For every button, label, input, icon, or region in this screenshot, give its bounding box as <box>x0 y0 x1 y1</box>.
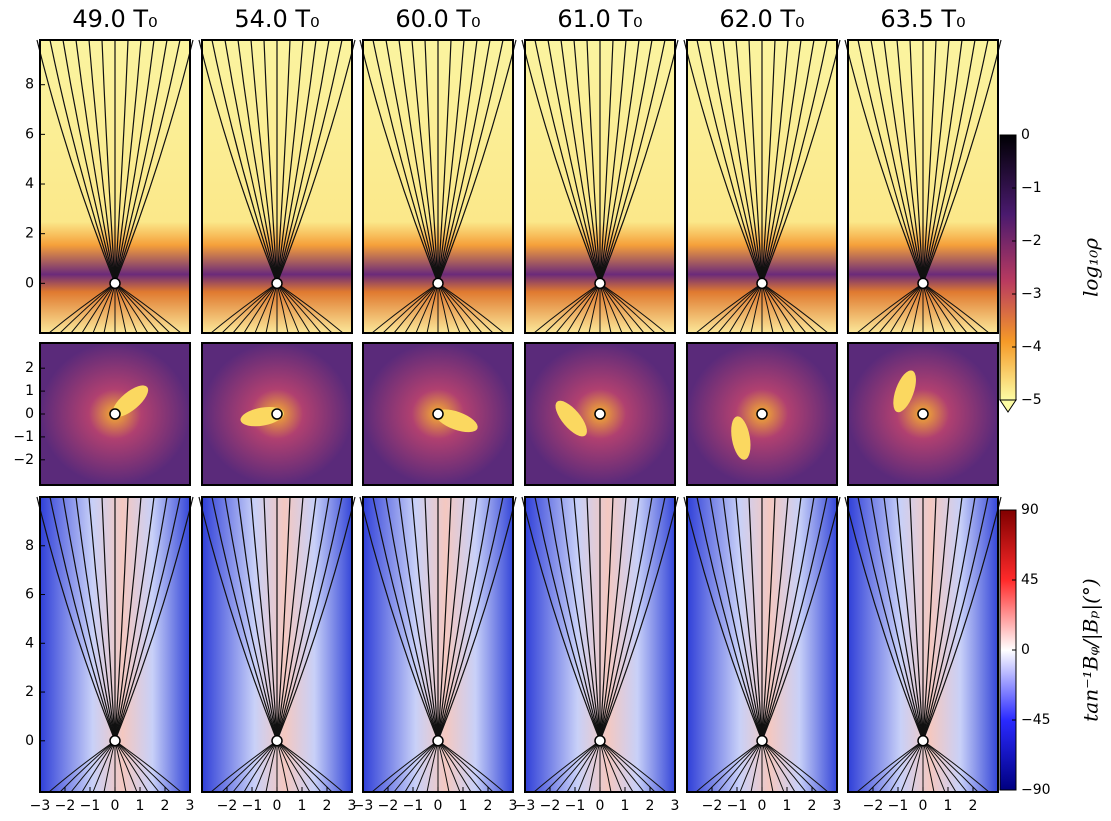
x-tick-label: 3 <box>186 798 195 814</box>
central-object <box>595 736 605 746</box>
column-title: 61.0 T₀ <box>557 5 642 33</box>
y-tick-label: −2 <box>13 452 34 468</box>
central-object <box>110 278 120 288</box>
x-tick-label: 1 <box>298 798 307 814</box>
x-tick-label: −3 <box>353 798 374 814</box>
x-tick-label: −2 <box>217 798 238 814</box>
x-tick-label: 0 <box>919 798 928 814</box>
x-tick-label: −2 <box>55 798 76 814</box>
y-tick-label: 0 <box>25 733 34 749</box>
x-tick-label: 3 <box>671 798 680 814</box>
x-tick-label: 0 <box>758 798 767 814</box>
x-tick-label: 0 <box>111 798 120 814</box>
colorbar-tick-label: 90 <box>1021 502 1039 518</box>
central-object <box>757 736 767 746</box>
x-tick-label: 2 <box>484 798 493 814</box>
x-tick-label: −3 <box>515 798 536 814</box>
colorbar-tick-label: 0 <box>1021 127 1030 143</box>
colorbar-tick-label: −90 <box>1021 782 1051 798</box>
y-tick-label: 0 <box>25 275 34 291</box>
figure: 49.0 T₀02468−2−101202468−3−2−1012354.0 T… <box>0 0 1111 821</box>
x-tick-label: 1 <box>136 798 145 814</box>
column-title: 60.0 T₀ <box>395 5 480 33</box>
x-tick-label: 0 <box>596 798 605 814</box>
x-tick-label: 1 <box>783 798 792 814</box>
x-tick-label: 2 <box>323 798 332 814</box>
colorbar-tick-label: 45 <box>1021 572 1039 588</box>
colorbar-tick-label: −1 <box>1021 180 1042 196</box>
x-tick-label: −2 <box>540 798 561 814</box>
central-object <box>272 409 282 419</box>
x-tick-label: 2 <box>161 798 170 814</box>
x-tick-label: −1 <box>403 798 424 814</box>
x-tick-label: 1 <box>621 798 630 814</box>
y-tick-label: 4 <box>25 176 34 192</box>
x-tick-label: −2 <box>863 798 884 814</box>
x-tick-label: 2 <box>808 798 817 814</box>
x-tick-label: 0 <box>273 798 282 814</box>
x-tick-label: 3 <box>833 798 842 814</box>
column-title: 63.5 T₀ <box>880 5 965 33</box>
x-tick-label: −3 <box>30 798 51 814</box>
colorbar-label: tan⁻¹Bᵩ/|Bₚ|(°) <box>1079 578 1104 721</box>
x-tick-label: −1 <box>242 798 263 814</box>
colorbar-tick-label: −4 <box>1021 339 1042 355</box>
colorbar-tick-label: −5 <box>1021 392 1042 408</box>
x-tick-label: −1 <box>888 798 909 814</box>
colorbar-tick-label: −2 <box>1021 233 1042 249</box>
y-tick-label: 6 <box>25 587 34 603</box>
column-title: 62.0 T₀ <box>719 5 804 33</box>
central-object <box>595 278 605 288</box>
x-tick-label: −2 <box>378 798 399 814</box>
colorbar-tick-label: −45 <box>1021 712 1051 728</box>
y-tick-label: 4 <box>25 635 34 651</box>
y-tick-label: 8 <box>25 538 34 554</box>
central-object <box>433 409 443 419</box>
colorbar-tick-label: 0 <box>1021 642 1030 658</box>
x-tick-label: −1 <box>727 798 748 814</box>
x-tick-label: −1 <box>565 798 586 814</box>
colorbar-extend <box>1000 400 1016 412</box>
central-object <box>433 736 443 746</box>
colorbar-tick-label: −3 <box>1021 286 1042 302</box>
y-tick-label: −1 <box>13 429 34 445</box>
y-tick-label: 6 <box>25 126 34 142</box>
x-tick-label: 0 <box>434 798 443 814</box>
central-object <box>757 409 767 419</box>
x-tick-label: 2 <box>646 798 655 814</box>
central-object <box>918 736 928 746</box>
y-tick-label: 2 <box>25 684 34 700</box>
y-tick-label: 0 <box>25 406 34 422</box>
colorbar-label: log₁₀ρ <box>1079 238 1103 297</box>
x-tick-label: −1 <box>80 798 101 814</box>
central-object <box>918 409 928 419</box>
y-tick-label: 1 <box>25 383 34 399</box>
column-title: 49.0 T₀ <box>72 5 157 33</box>
central-object <box>757 278 767 288</box>
central-object <box>918 278 928 288</box>
y-tick-label: 8 <box>25 77 34 93</box>
central-object <box>110 736 120 746</box>
x-tick-label: 1 <box>459 798 468 814</box>
central-object <box>272 278 282 288</box>
central-object <box>433 278 443 288</box>
x-tick-label: −2 <box>702 798 723 814</box>
y-tick-label: 2 <box>25 226 34 242</box>
central-object <box>272 736 282 746</box>
central-object <box>595 409 605 419</box>
x-tick-label: 2 <box>969 798 978 814</box>
x-tick-label: 1 <box>944 798 953 814</box>
y-tick-label: 2 <box>25 360 34 376</box>
central-object <box>110 409 120 419</box>
column-title: 54.0 T₀ <box>234 5 319 33</box>
colorbar <box>1000 135 1016 400</box>
